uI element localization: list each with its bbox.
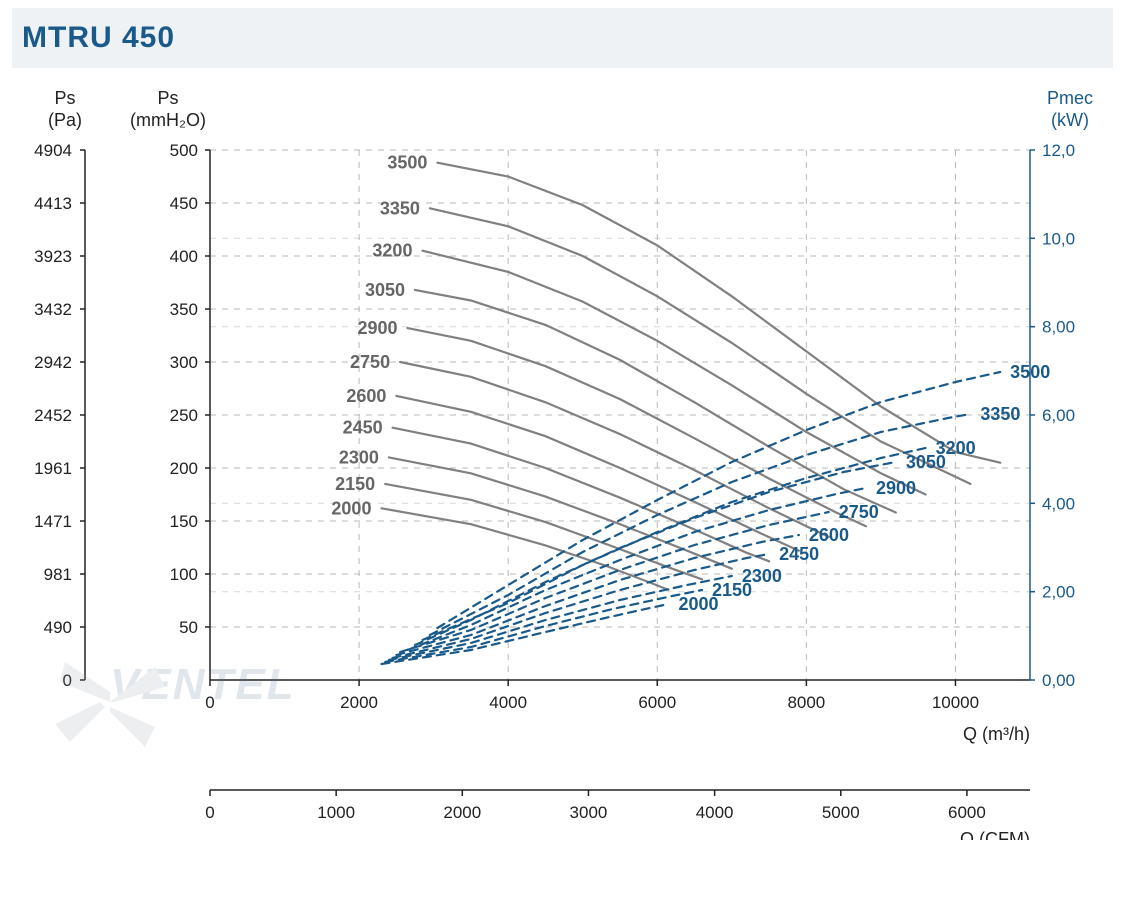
- svg-text:2150: 2150: [335, 474, 375, 494]
- svg-text:981: 981: [44, 565, 72, 584]
- svg-text:3050: 3050: [365, 280, 405, 300]
- svg-text:3350: 3350: [380, 198, 420, 218]
- svg-text:6,00: 6,00: [1042, 406, 1075, 425]
- svg-text:4000: 4000: [696, 803, 734, 822]
- svg-text:Ps: Ps: [157, 88, 178, 108]
- svg-text:2300: 2300: [339, 447, 379, 467]
- svg-text:450: 450: [170, 194, 198, 213]
- svg-text:Q (CFM): Q (CFM): [960, 829, 1030, 840]
- svg-text:4413: 4413: [34, 194, 72, 213]
- svg-text:Pmec: Pmec: [1047, 88, 1093, 108]
- svg-text:8,00: 8,00: [1042, 318, 1075, 337]
- svg-text:0: 0: [205, 803, 214, 822]
- svg-text:6000: 6000: [948, 803, 986, 822]
- svg-text:2000: 2000: [340, 693, 378, 712]
- svg-text:1000: 1000: [317, 803, 355, 822]
- svg-text:150: 150: [170, 512, 198, 531]
- svg-text:2750: 2750: [839, 502, 879, 522]
- svg-text:0: 0: [63, 671, 72, 690]
- svg-text:3000: 3000: [570, 803, 608, 822]
- svg-text:2452: 2452: [34, 406, 72, 425]
- svg-text:250: 250: [170, 406, 198, 425]
- svg-text:8000: 8000: [787, 693, 825, 712]
- svg-text:3200: 3200: [372, 241, 412, 261]
- svg-text:10,0: 10,0: [1042, 229, 1075, 248]
- svg-text:2942: 2942: [34, 353, 72, 372]
- svg-text:(kW): (kW): [1051, 110, 1089, 130]
- svg-text:300: 300: [170, 353, 198, 372]
- svg-text:6000: 6000: [638, 693, 676, 712]
- svg-text:200: 200: [170, 459, 198, 478]
- chart-area: Ps(Pa)Ps(mmH₂O)Pmec(kW)Q (m³/h)Q (CFM)04…: [0, 80, 1125, 840]
- svg-text:2600: 2600: [809, 525, 849, 545]
- svg-text:(mmH₂O): (mmH₂O): [130, 110, 206, 130]
- svg-text:12,0: 12,0: [1042, 141, 1075, 160]
- svg-text:2000: 2000: [443, 803, 481, 822]
- svg-text:2600: 2600: [346, 386, 386, 406]
- svg-text:Q (m³/h): Q (m³/h): [963, 724, 1030, 744]
- svg-text:2000: 2000: [678, 594, 718, 614]
- svg-text:Ps: Ps: [54, 88, 75, 108]
- svg-text:500: 500: [170, 141, 198, 160]
- title-bar: MTRU 450: [12, 8, 1113, 68]
- svg-text:100: 100: [170, 565, 198, 584]
- svg-text:3500: 3500: [387, 153, 427, 173]
- svg-text:3350: 3350: [980, 404, 1020, 424]
- svg-text:3432: 3432: [34, 300, 72, 319]
- svg-text:2000: 2000: [331, 498, 371, 518]
- svg-text:0,00: 0,00: [1042, 671, 1075, 690]
- svg-text:1471: 1471: [34, 512, 72, 531]
- chart-svg: Ps(Pa)Ps(mmH₂O)Pmec(kW)Q (m³/h)Q (CFM)04…: [0, 80, 1125, 840]
- svg-text:490: 490: [44, 618, 72, 637]
- svg-text:2900: 2900: [357, 318, 397, 338]
- svg-text:1961: 1961: [34, 459, 72, 478]
- svg-text:3500: 3500: [1010, 362, 1050, 382]
- svg-text:2750: 2750: [350, 352, 390, 372]
- svg-text:50: 50: [179, 618, 198, 637]
- svg-text:3050: 3050: [906, 452, 946, 472]
- svg-text:2450: 2450: [343, 418, 383, 438]
- svg-text:2,00: 2,00: [1042, 583, 1075, 602]
- svg-text:2450: 2450: [779, 544, 819, 564]
- svg-text:4904: 4904: [34, 141, 72, 160]
- svg-text:(Pa): (Pa): [48, 110, 82, 130]
- svg-text:350: 350: [170, 300, 198, 319]
- svg-text:2900: 2900: [876, 478, 916, 498]
- svg-text:400: 400: [170, 247, 198, 266]
- svg-text:4000: 4000: [489, 693, 527, 712]
- svg-text:4,00: 4,00: [1042, 494, 1075, 513]
- chart-title: MTRU 450: [22, 21, 175, 55]
- svg-text:0: 0: [205, 693, 214, 712]
- svg-text:5000: 5000: [822, 803, 860, 822]
- svg-text:3923: 3923: [34, 247, 72, 266]
- svg-text:10000: 10000: [932, 693, 979, 712]
